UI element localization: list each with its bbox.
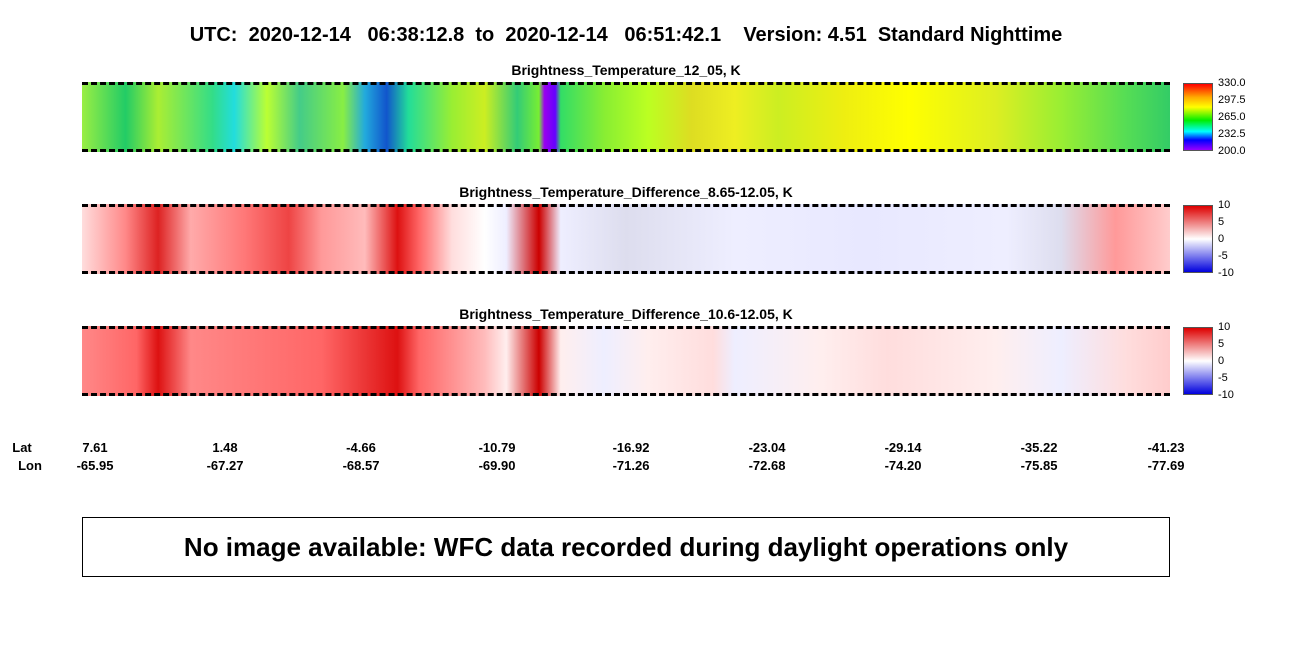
lon-value: -67.27 [206,458,244,473]
image-strip [82,204,1170,274]
lat-value: -29.14 [884,440,922,455]
panel-title: Brightness_Temperature_Difference_8.65-1… [459,184,793,200]
colorbar-tick: 232.5 [1218,128,1246,140]
lon-value: -65.95 [76,458,114,473]
message-box: No image available: WFC data recorded du… [82,517,1170,577]
title: UTC: 2020-12-14 06:38:12.8 to 2020-12-14… [189,24,1063,46]
lat-value: -41.23 [1147,440,1185,455]
lon-value: -75.85 [1020,458,1058,473]
lat-value: -23.04 [748,440,786,455]
colorbar-tick: 0 [1218,355,1225,367]
lon-value: -71.26 [612,458,650,473]
colorbar-tick: 5 [1218,216,1225,228]
colorbar-tick: -10 [1218,267,1234,279]
lon-value: -74.20 [884,458,922,473]
lat-value: -4.66 [346,440,376,455]
lon-label: Lon [18,458,42,473]
colorbar [1183,327,1213,395]
lat-value: -16.92 [612,440,650,455]
lon-value: -77.69 [1147,458,1185,473]
lon-value: -69.90 [478,458,516,473]
lon-value: -72.68 [748,458,786,473]
lat-value: 7.61 [82,440,108,455]
image-strip [82,326,1170,396]
panel-title: Brightness_Temperature_Difference_10.6-1… [459,306,793,322]
lon-value: -68.57 [342,458,380,473]
colorbar [1183,83,1213,151]
colorbar-tick: 10 [1218,321,1231,333]
lat-value: 1.48 [212,440,238,455]
message: No image available: WFC data recorded du… [183,531,1069,562]
colorbar-tick: -10 [1218,389,1234,401]
lat-value: -35.22 [1020,440,1058,455]
colorbar-tick: 0 [1218,233,1225,245]
image-strip [82,82,1170,152]
lat-label: Lat [12,440,32,455]
panel-title: Brightness_Temperature_12_05, K [511,62,741,78]
colorbar-tick: 10 [1218,199,1231,211]
colorbar-tick: 330.0 [1218,77,1246,89]
colorbar-tick: -5 [1218,372,1228,384]
lat-value: -10.79 [478,440,516,455]
colorbar [1183,205,1213,273]
colorbar-tick: 200.0 [1218,145,1246,157]
colorbar-tick: 297.5 [1218,94,1246,106]
colorbar-tick: -5 [1218,250,1228,262]
colorbar-tick: 265.0 [1218,111,1246,123]
colorbar-tick: 5 [1218,338,1225,350]
